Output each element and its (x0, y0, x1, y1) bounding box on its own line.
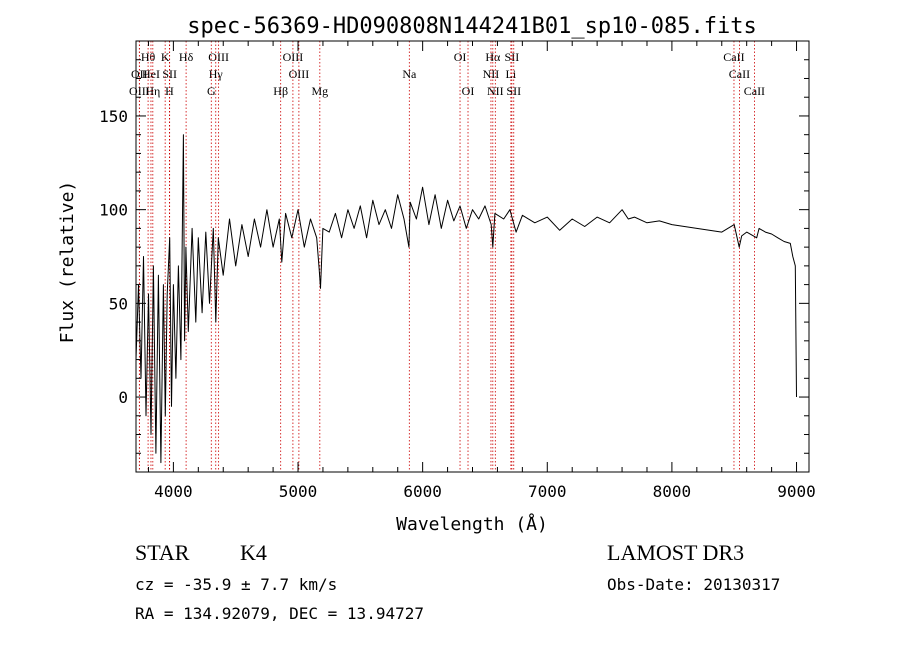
spectral-line-label: Li (506, 67, 517, 81)
spectral-line-label: OIII (289, 67, 310, 81)
y-axis-label: Flux (relative) (57, 181, 78, 344)
spectral-line-label: CaII (729, 67, 750, 81)
spectral-line-label: NII (483, 67, 500, 81)
spectral-line-label: SII (506, 84, 521, 98)
spectral-line-label: SII (505, 50, 520, 64)
chart-title: spec-56369-HD090808N144241B01_sp10-085.f… (187, 14, 757, 39)
spectral-line-label: CaII (723, 50, 744, 64)
spectral-line-label: H (165, 84, 174, 98)
series-layer (135, 134, 797, 464)
x-tick-label: 8000 (653, 482, 692, 501)
object-class: STAR (135, 540, 190, 565)
spectral-line-label: G (207, 84, 216, 98)
series-line-flux (135, 134, 797, 464)
spectral-line-label: NII (487, 84, 504, 98)
spectral-line-label: Hδ (179, 50, 194, 64)
x-tick-label: 7000 (528, 482, 567, 501)
spectral-line-label: OI (454, 50, 467, 64)
spectral-line-label: Na (402, 67, 417, 81)
x-tick-label: 9000 (777, 482, 816, 501)
obs-date-text: Obs-Date: 20130317 (607, 575, 781, 594)
spectral-line-label: Mg (311, 84, 328, 98)
spectral-line-label: HeI (142, 67, 160, 81)
spectral-line-label: Hη (145, 84, 160, 98)
spectral-line-label: Hα (485, 50, 501, 64)
object-subclass: K4 (240, 540, 267, 565)
redshift-text: cz = -35.9 ± 7.7 km/s (135, 575, 338, 594)
spectral-line-label: K (161, 50, 170, 64)
spectral-line-label: OIII (208, 50, 229, 64)
spectral-line-label: OI (462, 84, 475, 98)
y-tick-label: 50 (109, 294, 128, 313)
x-tick-label: 4000 (154, 482, 193, 501)
spectral-line-label: CaII (744, 84, 765, 98)
survey-name: LAMOST DR3 (607, 540, 745, 565)
spectral-line-label: Hβ (273, 84, 288, 98)
x-axis-label: Wavelength (Å) (396, 513, 548, 535)
axes-layer: 4000 5000 6000 7000 8000 9000 0 50 100 150 (99, 40, 816, 501)
spectral-line-label: OIII (129, 84, 150, 98)
y-tick-label: 100 (99, 201, 128, 220)
x-tick-label: 5000 (279, 482, 318, 501)
y-tick-label: 150 (99, 107, 128, 126)
spectral-line-label: OIII (283, 50, 304, 64)
coordinates-text: RA = 134.92079, DEC = 13.94727 (135, 604, 424, 623)
spectral-line-label: Hγ (209, 67, 224, 81)
spectral-line-label: Hθ (141, 50, 156, 64)
y-tick-label: 0 (118, 388, 128, 407)
x-tick-label: 6000 (403, 482, 442, 501)
plot-frame (135, 40, 810, 473)
